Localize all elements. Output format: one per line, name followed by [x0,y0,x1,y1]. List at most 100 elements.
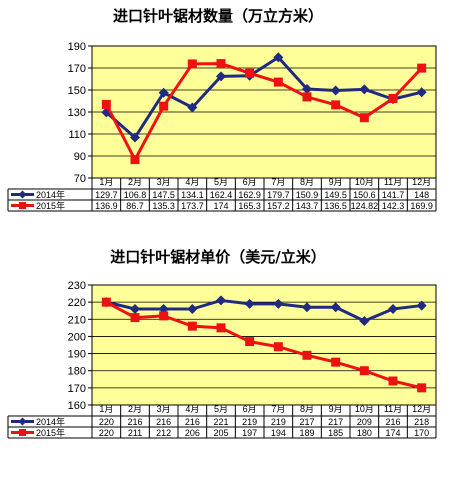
x-tick-label: 4月 [185,177,199,187]
y-tick-label: 220 [68,297,86,309]
x-tick-label: 12月 [412,177,431,187]
data-table-cell: 124.82 [351,201,379,211]
y-tick-label: 200 [68,331,86,343]
data-point [302,92,312,102]
legend-label: 2015年 [36,200,65,211]
data-table-cell: 170 [414,428,429,438]
data-point [273,77,283,87]
legend-key-marker [18,190,27,199]
data-table-cell: 219 [271,417,286,427]
data-table-cell: 216 [156,417,171,427]
series-line [105,55,423,140]
data-table-cell: 194 [271,428,286,438]
data-table-cell: 174 [213,201,228,211]
data-point [359,366,369,376]
data-point [101,99,111,109]
data-table-cell: 169.9 [410,201,433,211]
x-tick-label: 11月 [384,177,402,187]
data-point [130,155,140,165]
x-tick-label: 7月 [271,404,285,414]
data-point [216,71,226,82]
x-tick-label: 10月 [355,404,374,414]
x-tick-label: 6月 [243,177,257,187]
data-point [417,63,427,73]
x-tick-label: 4月 [185,404,199,414]
y-tick-label: 170 [68,383,86,395]
x-tick-label: 5月 [214,177,228,187]
legend-label: 2014年 [36,416,65,427]
y-tick-label: 70 [74,173,86,185]
x-tick-label: 9月 [329,404,343,414]
y-tick-label: 130 [68,107,86,119]
data-table-cell: 142.3 [382,201,405,211]
x-tick-label: 1月 [99,404,113,414]
data-table-cell: 185 [328,428,343,438]
x-tick-label: 2月 [128,404,142,414]
legend-key-marker [19,429,26,436]
data-table-cell: 141.7 [382,190,405,200]
price-chart: 进口针叶锯材单价（美元/立米） 160 170 180 190 200 210 220 230 1… [7,248,437,439]
data-point [158,87,169,98]
y-tick-label: 170 [68,63,86,75]
data-point [159,311,169,321]
data-table-cell: 212 [156,428,171,438]
data-point [330,302,341,313]
data-table-cell: 136.5 [324,201,347,211]
legend-key-marker [18,417,27,426]
data-point [245,337,255,347]
data-point [273,342,283,352]
x-tick-label: 3月 [157,404,171,414]
x-tick-label: 3月 [157,177,171,187]
data-point [130,132,140,143]
data-table-cell: 134.1 [181,190,204,200]
x-tick-label: 2月 [128,177,142,187]
data-table-cell: 148 [414,190,429,200]
y-tick-label: 160 [68,400,86,412]
y-tick-label: 230 [68,280,86,292]
data-point [302,84,312,95]
data-point [216,59,226,69]
data-point [331,100,341,110]
data-point [216,295,226,306]
data-table-cell: 216 [385,417,400,427]
data-table-cell: 216 [185,417,200,427]
data-table-cell: 218 [414,417,429,427]
data-point [388,93,398,103]
data-point [359,316,370,326]
data-point [245,68,255,78]
data-table-cell: 147.5 [152,190,175,200]
series-line [105,300,423,390]
data-table-cell: 136.9 [95,201,118,211]
data-point [359,113,369,123]
data-table-cell: 179.7 [267,190,290,200]
data-point [302,350,312,360]
data-table-cell: 197 [242,428,257,438]
x-tick-label: 12月 [412,404,431,414]
data-point [330,85,341,96]
series-line [105,62,423,162]
data-point [130,313,140,323]
x-tick-label: 9月 [329,177,343,187]
data-point [187,102,198,113]
data-table-cell: 150.9 [296,190,319,200]
data-table-cell: 143.7 [296,201,319,211]
chart-title: 进口针叶锯材数量（万立方米） [113,7,323,25]
data-point [302,302,312,313]
data-table-cell: 211 [128,428,142,438]
data-table-cell: 209 [357,417,372,427]
data-point [331,357,341,367]
data-table-cell: 173.7 [181,201,204,211]
data-table-cell: 129.7 [95,190,118,200]
data-point [388,304,398,314]
data-table-cell: 216 [127,417,142,427]
x-tick-label: 1月 [99,177,113,187]
x-tick-label: 11月 [384,404,402,414]
data-table-cell: 205 [213,428,228,438]
data-table-cell: 217 [328,417,343,427]
legend-label: 2015年 [36,427,65,438]
data-point [187,321,197,331]
data-table-cell: 165.3 [238,201,261,211]
data-point [101,297,111,307]
x-tick-label: 6月 [243,404,257,414]
data-table-cell: 180 [357,428,372,438]
